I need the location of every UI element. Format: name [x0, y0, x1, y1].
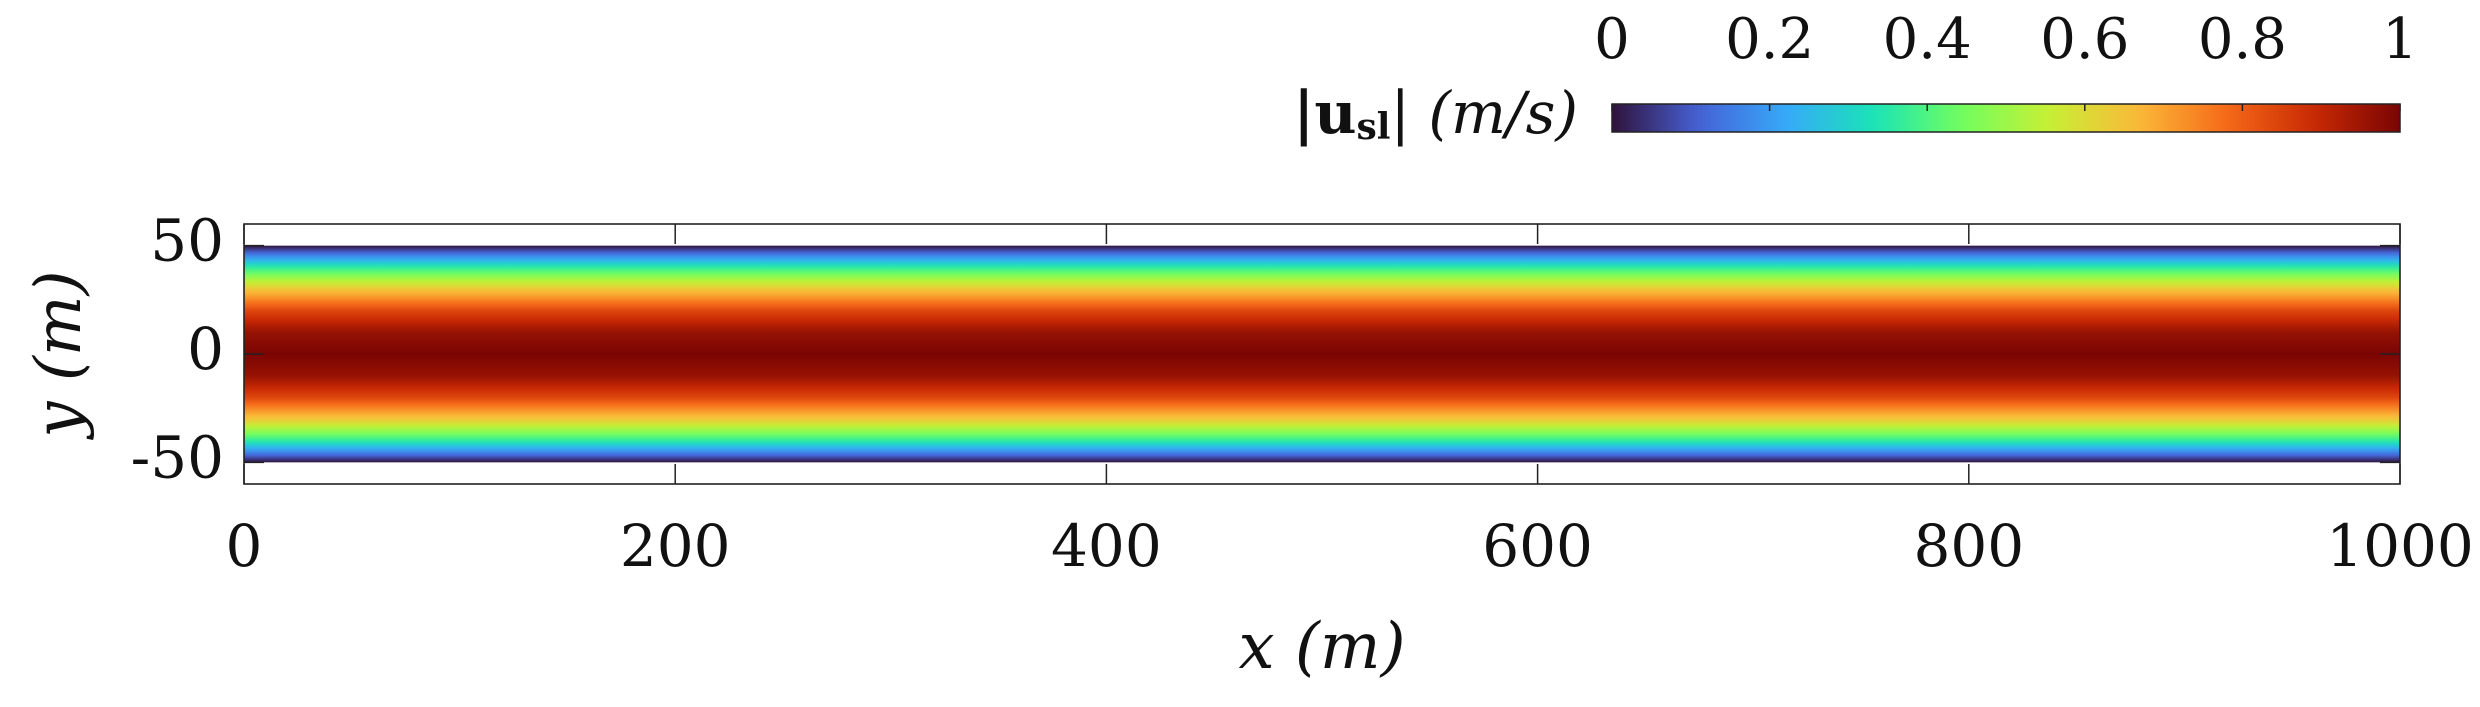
colorbar-tick-label: 0.2: [1725, 7, 1814, 72]
x-axis-ticks: [243, 224, 2401, 484]
x-tick-label: 600: [1482, 512, 1593, 580]
plot-area: 0 200 400 600 800 1000 500-50: [131, 207, 2474, 580]
colorbar-label: |usl| (m/s): [1293, 79, 1578, 148]
y-tick-label: -50: [131, 423, 224, 491]
colorbar-label-rest: | (m/s): [1390, 79, 1578, 147]
x-tick-label: 1000: [2326, 512, 2474, 580]
velocity-field: [244, 245, 2400, 463]
x-axis-label: x (m): [1238, 610, 1405, 684]
y-axis-label: y (m): [22, 270, 96, 440]
colorbar: 0 0.2 0.4 0.6 0.8 1 |usl| (m/s): [1293, 7, 2418, 148]
x-tick-label: 800: [1913, 512, 2024, 580]
colorbar-tick-label: 0.6: [2040, 7, 2129, 72]
colorbar-tick-label: 0.8: [2198, 7, 2287, 72]
colorbar-label-main: |u: [1293, 79, 1356, 147]
colorbar-scale: [1611, 103, 2401, 133]
y-tick-label: 50: [150, 207, 224, 275]
x-tick-label: 400: [1051, 512, 1162, 580]
colorbar-label-sub: sl: [1357, 106, 1391, 148]
colorbar-ticks: [1611, 104, 2401, 111]
colorbar-tick-label: 1: [2382, 7, 2418, 72]
y-axis-ticks: [244, 244, 2400, 464]
y-tick-label: 0: [187, 315, 224, 383]
colorbar-tick-label: 0: [1594, 7, 1630, 72]
colorbar-tick-labels: 0 0.2 0.4 0.6 0.8 1: [1594, 7, 2418, 72]
x-tick-label: 200: [620, 512, 731, 580]
x-tick-label: 0: [226, 512, 263, 580]
y-axis-tick-labels: 50 0 -50: [131, 207, 224, 492]
x-axis-tick-labels: 0 200 400 600 800 1000: [226, 512, 2474, 580]
colorbar-tick-label: 0.4: [1883, 7, 1972, 72]
